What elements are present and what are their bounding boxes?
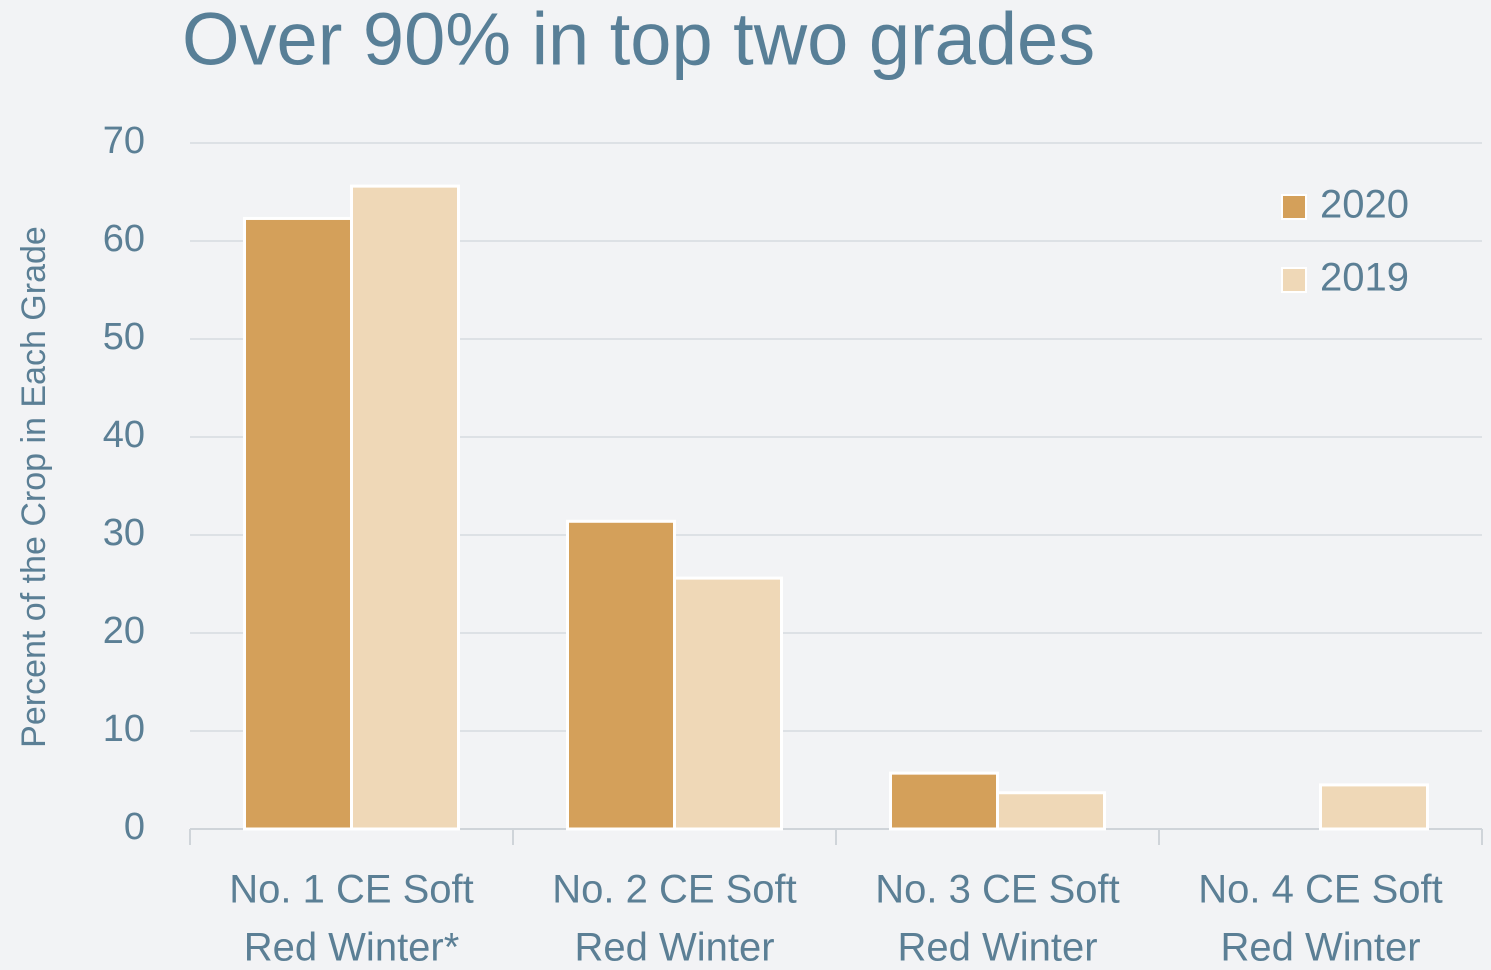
x-tick-label: No. 3 CE Soft: [875, 868, 1120, 912]
x-tick-label: Red Winter: [1220, 926, 1420, 970]
bar: [1319, 783, 1429, 831]
y-tick-label: 60: [103, 218, 145, 260]
bar: [889, 771, 999, 831]
x-tick-label: No. 1 CE Soft: [229, 868, 474, 912]
x-tick-label: Red Winter*: [244, 926, 460, 970]
x-tick-label: No. 2 CE Soft: [552, 868, 797, 912]
x-tick-label: No. 4 CE Soft: [1198, 868, 1443, 912]
x-tick-label: Red Winter: [897, 926, 1097, 970]
bar: [673, 576, 783, 831]
legend-swatch: [1281, 267, 1307, 293]
bar: [243, 216, 353, 831]
y-tick-label: 50: [103, 316, 145, 358]
bar: [350, 184, 460, 831]
legend-label: 2020: [1320, 183, 1409, 227]
y-tick-label: 20: [103, 610, 145, 652]
legend-label: 2019: [1320, 256, 1409, 300]
legend-swatch: [1281, 194, 1307, 220]
y-tick-label: 30: [103, 512, 145, 554]
y-tick-label: 10: [103, 708, 145, 750]
y-tick-label: 40: [103, 414, 145, 456]
chart-title: Over 90% in top two grades: [182, 0, 1095, 81]
y-tick-label: 0: [124, 806, 145, 848]
bar: [996, 791, 1106, 831]
y-tick-label: 70: [103, 120, 145, 162]
y-axis-label: Percent of the Crop in Each Grade: [15, 226, 53, 748]
x-tick-label: Red Winter: [574, 926, 774, 970]
bar: [566, 519, 676, 831]
